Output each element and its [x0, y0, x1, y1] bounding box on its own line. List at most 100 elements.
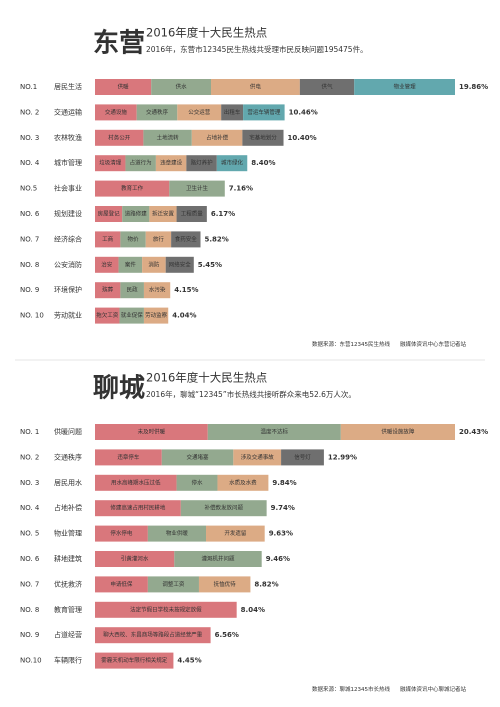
- segment-label: 占道行为: [130, 159, 152, 167]
- segment-label: 工程质量: [181, 210, 204, 218]
- bar-segment: [143, 129, 192, 146]
- segment-label: 补偿款发放问题: [204, 504, 243, 512]
- category: 物业管理: [54, 529, 82, 538]
- category: 交通运输: [54, 107, 82, 116]
- segment-label: 宅基地划分: [249, 133, 277, 141]
- bar-segment: [216, 155, 248, 172]
- segment-label: 民政: [127, 286, 139, 294]
- rank: NO. 4: [20, 159, 40, 167]
- category: 耕地建筑: [54, 554, 82, 563]
- rank: NO. 6: [20, 555, 40, 563]
- bar-segment: [142, 256, 166, 273]
- chart-subtitle: 2016年，东营市12345民生热线共受理市民反映问题195475件。: [146, 44, 368, 54]
- total-label: 6.17%: [211, 210, 235, 218]
- category: 居民生活: [54, 82, 82, 91]
- segment-label: 物价: [128, 235, 140, 243]
- segment-label: 消防: [148, 260, 160, 268]
- bar-segment: [191, 129, 243, 146]
- bar-segment: [242, 129, 284, 146]
- total-label: 4.04%: [172, 312, 196, 320]
- segment-label: 案件: [125, 260, 137, 268]
- chart-subtitle: 2016年，聊城“12345”市长热线共接听群众来电52.6万人次。: [146, 389, 356, 399]
- category: 占道经营: [54, 630, 82, 639]
- chart-title: 2016年度十大民生热点: [146, 371, 267, 385]
- rank: NO. 3: [20, 134, 39, 142]
- bar-segment: [95, 474, 177, 491]
- segment-label: 信号灯: [294, 453, 311, 461]
- segment-label: 道路修建: [125, 210, 148, 218]
- city-title: 聊城: [93, 374, 145, 404]
- segment-label: 路灯养护: [191, 159, 214, 167]
- rank: NO.10: [20, 657, 42, 665]
- bar-segment: [95, 180, 170, 197]
- category: 居民用水: [54, 478, 82, 487]
- segment-label: 占地补偿: [206, 133, 229, 141]
- bar-segment: [95, 256, 119, 273]
- segment-label: 停水: [192, 478, 204, 486]
- bar-segment: [145, 231, 172, 248]
- category: 城市管理: [54, 158, 82, 167]
- category: 农林牧渔: [54, 133, 82, 142]
- segment-label: 垃圾清理: [99, 159, 122, 167]
- segment-label: 城市绿化: [221, 159, 244, 167]
- segment-label: 法定节假日学校未按规定放假: [130, 605, 202, 613]
- segment-label: 涉及交通事故: [241, 453, 275, 461]
- source: 数据来源：东营12345民生热线: [312, 340, 390, 348]
- total-label: 7.16%: [229, 185, 253, 193]
- segment-label: 抚恤优待: [214, 580, 237, 588]
- segment-label: 出租车: [224, 108, 241, 116]
- bar-segment: [169, 180, 225, 197]
- city-title: 东营: [93, 28, 145, 59]
- segment-label: 违章建设: [160, 159, 183, 167]
- bar-segment: [186, 155, 217, 172]
- bar-segment: [151, 79, 212, 95]
- segment-label: 村务公开: [108, 133, 131, 141]
- segment-label: 温度不达标: [261, 428, 289, 436]
- segment-label: 修建高速占用村民耕地: [110, 504, 166, 512]
- rank: NO. 8: [20, 261, 39, 269]
- rank: NO. 10: [20, 312, 44, 320]
- segment-label: 物业供暖: [166, 529, 189, 537]
- bar-segment: [95, 424, 208, 440]
- bar-segment: [233, 449, 282, 466]
- bar-segment: [95, 282, 121, 299]
- segment-label: 拖欠工资: [96, 311, 119, 319]
- total-label: 8.04%: [241, 606, 265, 614]
- segment-label: 雾霾天机动车限行相关规定: [101, 656, 168, 664]
- credit: 融媒体资讯中心东营记者站: [400, 340, 467, 348]
- bar-segment: [177, 104, 222, 121]
- segment-label: 水污染: [149, 286, 166, 294]
- bar-segment: [95, 525, 148, 542]
- segment-label: 殡葬: [102, 286, 114, 294]
- segment-label: 拆迁安置: [152, 210, 175, 218]
- segment-label: 教育工作: [121, 184, 144, 192]
- total-label: 9.46%: [266, 555, 290, 563]
- bar-segment: [243, 104, 285, 121]
- segment-label: 交通秩序: [146, 108, 169, 116]
- total-label: 5.82%: [204, 235, 228, 243]
- segment-label: 供电: [250, 83, 262, 91]
- bar-segment: [217, 474, 269, 491]
- bar-segment: [95, 129, 144, 146]
- rank: NO.5: [20, 185, 37, 193]
- bar-segment: [95, 155, 126, 172]
- bar-segment: [211, 79, 300, 95]
- total-label: 8.82%: [254, 580, 278, 588]
- rank: NO. 2: [20, 453, 39, 461]
- total-label: 5.45%: [198, 261, 222, 269]
- segment-label: 卫生计生: [186, 184, 209, 192]
- bar-segment: [354, 79, 455, 95]
- segment-label: 劳动监察: [145, 311, 168, 319]
- segment-label: 未及时供暖: [138, 428, 166, 436]
- segment-label: 食药安全: [175, 235, 198, 243]
- category: 公安消防: [54, 260, 82, 269]
- rank: NO. 1: [20, 428, 39, 436]
- category: 交通秩序: [54, 452, 82, 461]
- bar-segment: [161, 449, 234, 466]
- category: 经济综合: [54, 234, 82, 243]
- bar-segment: [174, 551, 262, 567]
- rank: NO. 4: [20, 504, 40, 512]
- segment-label: 治安: [101, 260, 113, 268]
- bar-segment: [120, 231, 146, 248]
